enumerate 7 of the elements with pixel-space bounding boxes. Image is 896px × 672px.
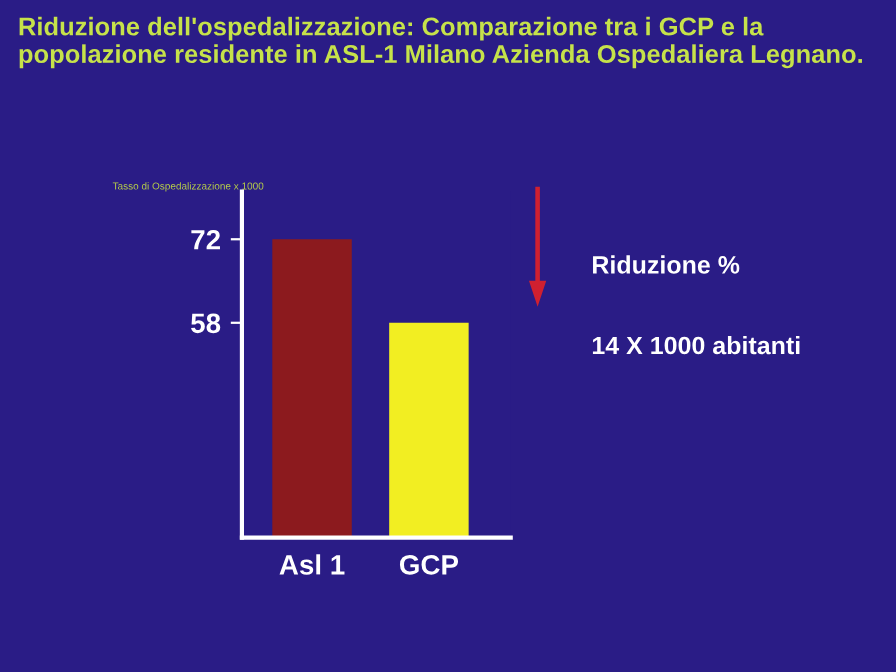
chart-title: Riduzione dell'ospedalizzazione: Comparazione tra i GCP e la popolazione residente in ASL-1 Milano Azienda Ospedaliera Legnano. — [19, 16, 862, 69]
x-tick-label: GCP — [399, 555, 459, 575]
y-tick-label: 72 — [191, 229, 220, 250]
text: Riduzione % — [593, 255, 740, 274]
x-tick-label: Asl 1 — [279, 554, 345, 575]
y-tick-label: 58 — [191, 313, 221, 334]
text: 14 X 1000 abitanti — [592, 336, 800, 355]
